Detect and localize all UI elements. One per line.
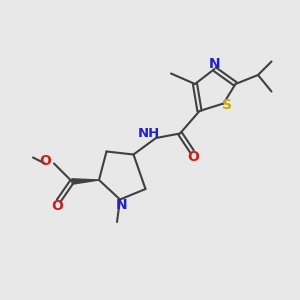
Text: O: O (188, 150, 200, 164)
Text: S: S (222, 98, 233, 112)
Text: O: O (39, 154, 51, 167)
Text: NH: NH (137, 127, 160, 140)
Text: N: N (116, 198, 127, 212)
Polygon shape (72, 179, 99, 184)
Text: O: O (51, 200, 63, 213)
Text: N: N (209, 57, 220, 70)
